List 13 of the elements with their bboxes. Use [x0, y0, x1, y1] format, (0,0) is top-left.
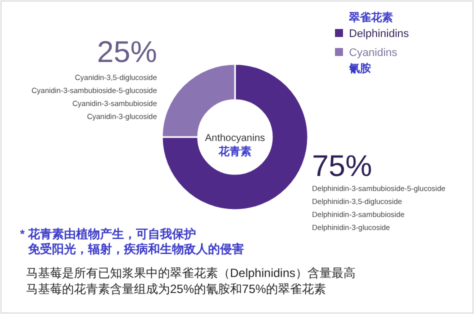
data-label: 75% — [312, 150, 372, 183]
legend-label: Cyanidins — [349, 47, 398, 59]
text: 翠雀花素 — [348, 11, 393, 24]
donut-slice — [161, 63, 309, 211]
data-label: 25% — [96, 36, 157, 69]
text: Anthocyanins — [204, 133, 266, 144]
text: 免受阳光，辐射，疾病和生物敌人的侵害 — [27, 242, 244, 256]
text: 氰胺 — [348, 62, 371, 75]
text: * 花青素由植物产生，可自我保护 — [20, 227, 196, 241]
text: 马基莓的花青素含量组成为25%的氰胺和75%的翠雀花素 — [26, 282, 326, 296]
text: 花青素 — [218, 145, 252, 158]
legend-label: Delphinidins — [349, 28, 410, 40]
text: 马基莓是所有已知浆果中的翠雀花素（Delphinidins）含量最高 — [26, 266, 356, 280]
